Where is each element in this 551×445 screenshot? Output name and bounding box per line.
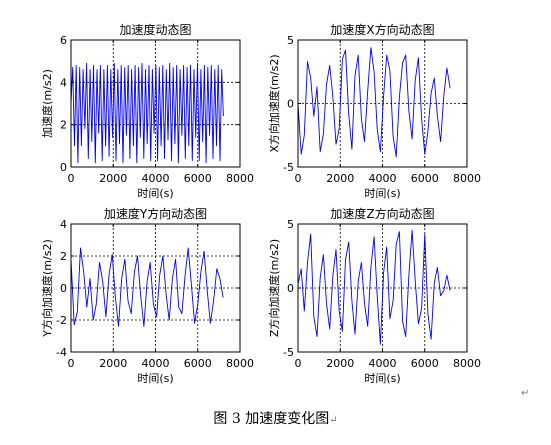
series-line xyxy=(70,247,224,327)
y-tick-label: 0 xyxy=(60,161,67,174)
x-tick-label: 0 xyxy=(68,172,75,185)
chart-title: 加速度X方向动态图 xyxy=(330,22,434,37)
x-tick-label: 0 xyxy=(295,357,302,370)
x-tick-label: 8000 xyxy=(226,357,254,370)
y-tick-label: -2 xyxy=(56,314,67,327)
y-tick-label: 0 xyxy=(287,98,294,111)
x-tick-label: 8000 xyxy=(453,357,481,370)
y-axis-label: Y方向加速度(m/s2) xyxy=(40,239,54,337)
y-tick-label: 4 xyxy=(60,76,67,89)
x-tick-label: 4000 xyxy=(142,357,170,370)
series-line xyxy=(70,62,224,164)
chart-title: 加速度Y方向动态图 xyxy=(104,206,207,221)
x-tick-label: 2000 xyxy=(99,172,127,185)
y-tick-label: 2 xyxy=(60,119,67,132)
y-axis-label: X方向加速度(m/s2) xyxy=(267,54,281,152)
x-tick-label: 6000 xyxy=(411,357,439,370)
x-axis-label: 时间(s) xyxy=(137,372,173,385)
y-tick-label: 0 xyxy=(60,282,67,295)
y-tick-label: 2 xyxy=(60,250,67,263)
y-tick-label: -4 xyxy=(56,346,67,359)
caption-return-mark: ↵ xyxy=(329,415,338,426)
x-axis-label: 时间(s) xyxy=(364,372,400,385)
x-tick-label: 8000 xyxy=(226,172,254,185)
figure-caption-text: 图 3 加速度变化图 xyxy=(213,411,330,427)
panel-z-acceleration: 0 2000 4000 6000 8000-505加速度Z方向动态图时间(s)Z方向加速… xyxy=(267,206,481,385)
x-tick-label: 2000 xyxy=(326,172,354,185)
figure-caption: 图 3 加速度变化图↵ xyxy=(0,408,551,428)
x-tick-label: 2000 xyxy=(99,357,127,370)
y-tick-label: 5 xyxy=(287,34,294,47)
x-tick-label: 2000 xyxy=(326,357,354,370)
panel-x-acceleration: 0 2000 4000 6000 8000-505加速度X方向动态图时间(s)X方向加速… xyxy=(267,22,481,200)
x-tick-label: 6000 xyxy=(184,357,212,370)
x-tick-label: 4000 xyxy=(142,172,170,185)
x-tick-label: 0 xyxy=(295,172,302,185)
y-tick-label: 4 xyxy=(60,218,67,231)
x-axis-label: 时间(s) xyxy=(364,187,400,200)
x-tick-label: 6000 xyxy=(411,172,439,185)
y-tick-label: 5 xyxy=(287,218,294,231)
y-tick-label: -5 xyxy=(283,346,294,359)
y-tick-label: -5 xyxy=(283,161,294,174)
y-tick-label: 0 xyxy=(287,282,294,295)
y-axis-label: Z方向加速度(m/s2) xyxy=(267,239,281,337)
series-line xyxy=(297,47,451,158)
x-axis-label: 时间(s) xyxy=(137,187,173,200)
chart-title: 加速度动态图 xyxy=(119,22,191,37)
x-tick-label: 6000 xyxy=(184,172,212,185)
chart-title: 加速度Z方向动态图 xyxy=(330,206,434,221)
x-tick-label: 4000 xyxy=(369,172,397,185)
x-tick-label: 4000 xyxy=(369,357,397,370)
y-tick-label: 6 xyxy=(60,34,67,47)
x-tick-label: 0 xyxy=(68,357,75,370)
y-axis-label: 加速度(m/s2) xyxy=(40,69,54,138)
series-line xyxy=(297,229,451,345)
paragraph-mark: ↵ xyxy=(521,388,530,399)
x-tick-label: 8000 xyxy=(453,172,481,185)
